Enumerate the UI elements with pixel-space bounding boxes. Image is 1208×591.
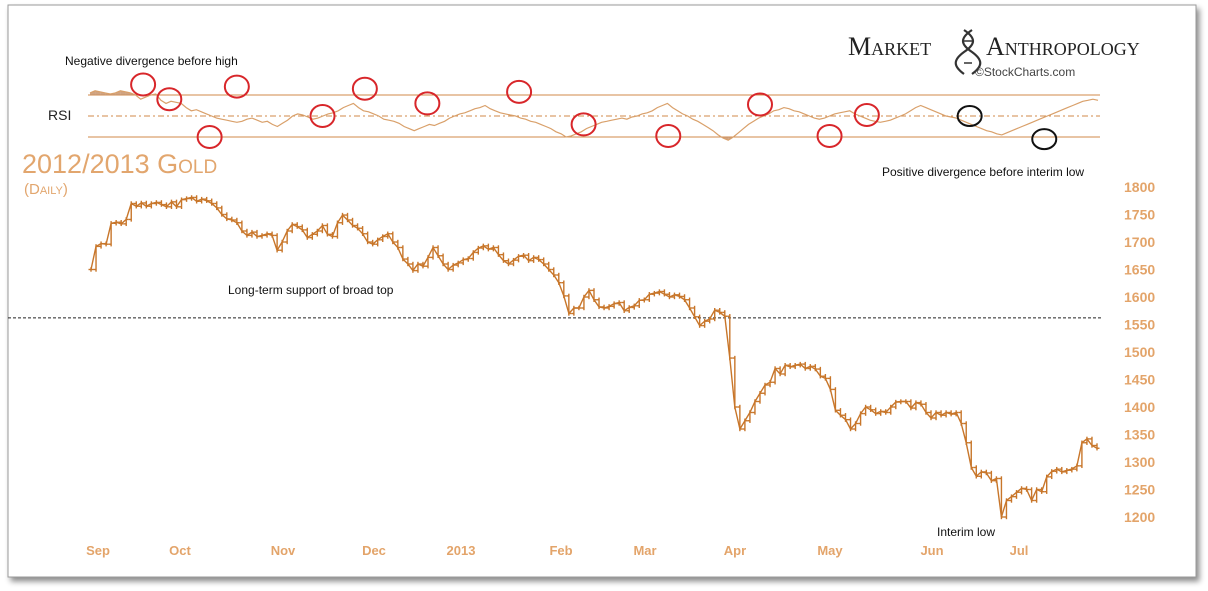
- y-tick-label: 1250: [1124, 482, 1155, 498]
- divergence-circle-red: [414, 91, 441, 116]
- x-tick-label: Sep: [86, 543, 110, 558]
- y-tick-label: 1200: [1124, 509, 1155, 525]
- y-tick-label: 1350: [1124, 427, 1155, 443]
- divergence-circle-red: [309, 104, 336, 128]
- annotation-interim-low: Interim low: [937, 525, 995, 539]
- x-tick-label: Apr: [724, 543, 746, 558]
- x-axis: Sep Oct Nov Dec 2013 Feb Mar Apr May Jun Jul: [86, 543, 1028, 558]
- y-tick-label: 1450: [1124, 372, 1155, 388]
- y-tick-label: 1600: [1124, 289, 1155, 305]
- divergence-circle-black: [1031, 128, 1058, 151]
- rsi-label: RSI: [48, 107, 71, 123]
- brand-name-left: Market: [848, 32, 931, 61]
- price-series-line: [90, 196, 1098, 518]
- divergence-circle-red: [506, 79, 533, 104]
- x-tick-label: Jul: [1010, 543, 1029, 558]
- rsi-panel: RSI: [48, 72, 1100, 151]
- annotation-support: Long-term support of broad top: [228, 283, 394, 297]
- x-tick-label: Mar: [633, 543, 656, 558]
- y-tick-label: 1800: [1124, 179, 1155, 195]
- x-tick-label: Jun: [920, 543, 943, 558]
- divergence-circle-red: [130, 72, 157, 97]
- divergence-circle-black: [956, 105, 983, 127]
- divergence-circle-red: [853, 102, 880, 127]
- brand-name-right: Anthropology: [986, 32, 1140, 61]
- divergence-circle-red: [196, 125, 223, 149]
- chart-panel: [7, 4, 1197, 578]
- x-tick-label: Feb: [549, 543, 572, 558]
- chart-subtitle: (Daily): [24, 181, 68, 198]
- rsi-line: [89, 90, 1099, 141]
- source-credit: ©StockCharts.com: [975, 65, 1075, 79]
- y-tick-label: 1300: [1124, 454, 1155, 470]
- x-tick-label: Nov: [271, 543, 296, 558]
- price-bar: [1094, 443, 1100, 451]
- y-axis: 1200 1250 1300 1350 1400 1450 1500 1550 1600 1650…: [1124, 179, 1155, 525]
- y-tick-label: 1550: [1124, 317, 1155, 333]
- annotation-negative-divergence: Negative divergence before high: [65, 54, 238, 68]
- y-tick-label: 1400: [1124, 399, 1155, 415]
- y-tick-label: 1750: [1124, 207, 1155, 223]
- x-tick-label: Oct: [169, 543, 191, 558]
- divergence-circle-red: [655, 123, 682, 148]
- dna-icon: [954, 29, 982, 75]
- divergence-circle-red: [747, 92, 773, 117]
- x-tick-label: 2013: [447, 543, 476, 558]
- x-tick-label: Dec: [362, 543, 386, 558]
- y-tick-label: 1500: [1124, 344, 1155, 360]
- divergence-circle-red: [156, 87, 183, 112]
- divergence-circle-red: [816, 123, 843, 148]
- divergence-circle-red: [223, 74, 250, 99]
- annotation-positive-divergence: Positive divergence before interim low: [882, 165, 1084, 179]
- rsi-divergence-markers: [130, 72, 1058, 151]
- y-tick-label: 1650: [1124, 262, 1155, 278]
- chart-title: 2012/2013 Gold: [22, 149, 217, 179]
- x-tick-label: May: [817, 543, 843, 558]
- brand-logo: Market Anthropology ©StockCharts.com: [848, 29, 1140, 79]
- divergence-circle-red: [570, 112, 597, 137]
- y-tick-label: 1700: [1124, 234, 1155, 250]
- divergence-circle-red: [351, 76, 378, 101]
